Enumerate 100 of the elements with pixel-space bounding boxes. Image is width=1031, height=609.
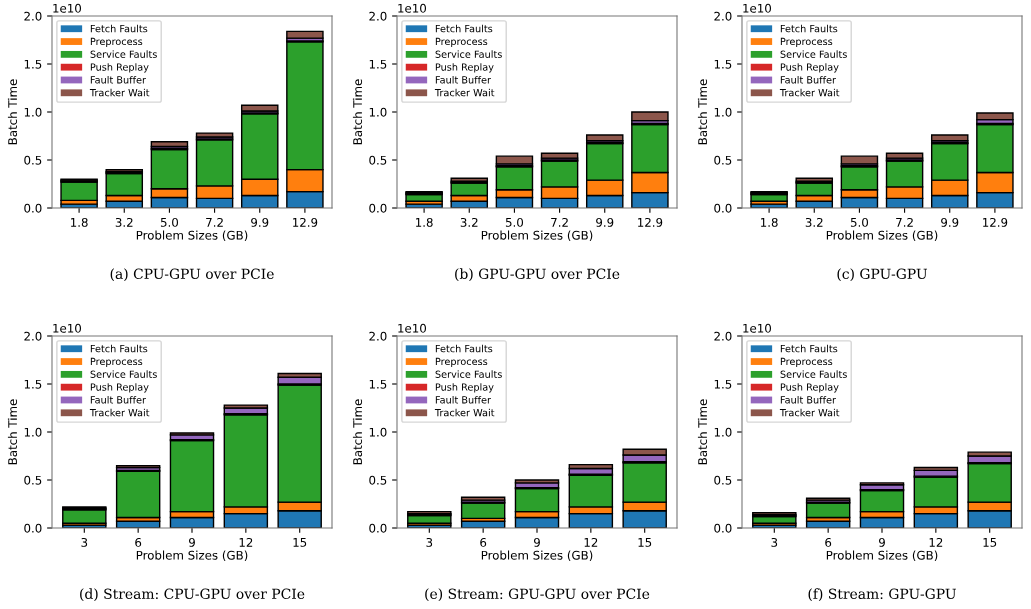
- x-tick-label: 12: [929, 537, 943, 547]
- legend-label: Fault Buffer: [90, 76, 146, 84]
- y-tick-label: 0.5: [714, 475, 732, 485]
- x-tick-label: 5.0: [850, 217, 869, 227]
- y-tick-label: 0.5: [369, 475, 387, 485]
- text: (b) GPU-GPU over PCIe: [455, 268, 620, 281]
- y-tick-label: 1.5: [369, 379, 387, 389]
- x-tick-label: 1.8: [71, 217, 88, 227]
- y-tick-label: 0.0: [24, 523, 42, 533]
- legend-label: Service Faults: [435, 370, 502, 378]
- y-tick-label: 2.0: [24, 11, 42, 21]
- legend-label: Fault Buffer: [435, 76, 491, 84]
- x-tick-label: 9.9: [941, 217, 959, 227]
- x-tick-label: 3: [426, 537, 433, 547]
- x-tick-label: 9.9: [251, 217, 269, 227]
- y-tick-label: 0.0: [369, 203, 387, 213]
- x-axis-title: Problem Sizes (GB): [136, 230, 248, 242]
- y-tick-label: 1.0: [24, 427, 42, 437]
- y-tick-label: 2.0: [714, 331, 732, 341]
- y-axis-title: Batch Time: [352, 399, 363, 465]
- x-tick-label: 9: [188, 537, 195, 547]
- legend-label: Push Replay: [435, 63, 494, 73]
- y-tick-label: 1.0: [24, 107, 42, 117]
- x-tick-label: 1.8: [416, 217, 433, 227]
- legend-label: Service Faults: [90, 370, 157, 378]
- legend-label: Tracker Wait: [89, 88, 150, 97]
- legend-label: Fetch Faults: [90, 24, 148, 33]
- x-tick-label: 9: [878, 537, 885, 547]
- text: (f) Stream: GPU-GPU: [808, 588, 956, 601]
- y-tick-label: 0.5: [369, 155, 387, 165]
- y-tick-label: 1.0: [369, 107, 387, 117]
- y-axis-title: Batch Time: [7, 79, 18, 145]
- legend-label: Tracker Wait: [779, 88, 840, 97]
- legend-label: Fetch Faults: [435, 344, 493, 353]
- legend-label: Preprocess: [780, 37, 833, 47]
- y-tick-label: 1.5: [714, 379, 732, 389]
- legend-label: Push Replay: [780, 63, 839, 73]
- y-tick-label: 1.5: [369, 59, 387, 69]
- y-tick-label: 0.5: [24, 155, 42, 165]
- legend-label: Tracker Wait: [89, 408, 150, 417]
- legend-label: Push Replay: [780, 383, 839, 393]
- x-tick-label: 12.9: [293, 217, 318, 227]
- legend-label: Service Faults: [90, 50, 157, 58]
- x-tick-label: 1.8: [761, 217, 778, 227]
- y-tick-label: 0.0: [714, 203, 732, 213]
- x-tick-label: 9.9: [596, 217, 614, 227]
- y-tick-label: 0.5: [24, 475, 42, 485]
- text: 1e10: [53, 3, 82, 13]
- x-tick-label: 12: [239, 537, 253, 547]
- x-axis-title: Problem Sizes (GB): [481, 230, 593, 242]
- legend-label: Fault Buffer: [435, 396, 491, 404]
- x-tick-label: 12: [584, 537, 598, 547]
- text: 1e10: [743, 3, 772, 13]
- legend-label: Fetch Faults: [780, 344, 838, 353]
- y-tick-label: 1.5: [714, 59, 732, 69]
- x-tick-label: 12.9: [983, 217, 1008, 227]
- y-tick-label: 2.0: [714, 11, 732, 21]
- text: 1e10: [53, 323, 82, 333]
- legend-label: Preprocess: [435, 357, 488, 367]
- y-tick-label: 0.0: [369, 523, 387, 533]
- x-tick-label: 7.2: [206, 217, 223, 227]
- y-tick-label: 0.5: [714, 155, 732, 165]
- x-tick-label: 3.2: [805, 217, 823, 227]
- x-tick-label: 15: [983, 538, 997, 547]
- text: (e) Stream: GPU-GPU over PCIe: [425, 588, 650, 601]
- x-tick-label: 3.2: [460, 217, 478, 227]
- y-tick-label: 1.5: [24, 379, 42, 389]
- y-tick-label: 0.0: [714, 523, 732, 533]
- text: 1e10: [398, 323, 427, 333]
- x-tick-label: 3.2: [115, 217, 133, 227]
- y-tick-label: 1.0: [714, 107, 732, 117]
- y-axis-title: Batch Time: [352, 79, 363, 145]
- legend-label: Preprocess: [90, 37, 143, 47]
- text: (d) Stream: CPU-GPU over PCIe: [80, 588, 305, 601]
- x-tick-label: 3: [81, 537, 88, 547]
- legend-label: Preprocess: [90, 357, 143, 367]
- x-tick-label: 7.2: [896, 217, 913, 227]
- y-tick-label: 1.5: [24, 59, 42, 69]
- x-tick-label: 12.9: [638, 217, 663, 227]
- legend-label: Service Faults: [435, 50, 502, 58]
- legend-label: Push Replay: [90, 63, 149, 73]
- x-tick-label: 7.2: [551, 217, 568, 227]
- x-tick-label: 3: [771, 537, 778, 547]
- x-tick-label: 15: [293, 538, 307, 547]
- x-tick-label: 5.0: [505, 217, 524, 227]
- text: (c) GPU-GPU: [837, 268, 928, 281]
- x-tick-label: 9: [533, 537, 540, 547]
- legend-label: Fault Buffer: [780, 396, 836, 404]
- y-tick-label: 2.0: [369, 331, 387, 341]
- x-tick-label: 5.0: [160, 217, 179, 227]
- legend-label: Push Replay: [90, 383, 149, 393]
- y-tick-label: 2.0: [369, 11, 387, 21]
- legend-label: Fetch Faults: [780, 24, 838, 33]
- text: 1e10: [743, 323, 772, 333]
- x-tick-label: 6: [825, 537, 832, 547]
- text: 1e10: [398, 3, 427, 13]
- legend-label: Tracker Wait: [434, 408, 495, 417]
- text: (a) CPU-GPU over PCIe: [110, 268, 274, 281]
- x-tick-label: 15: [638, 538, 652, 547]
- y-tick-label: 1.0: [714, 427, 732, 437]
